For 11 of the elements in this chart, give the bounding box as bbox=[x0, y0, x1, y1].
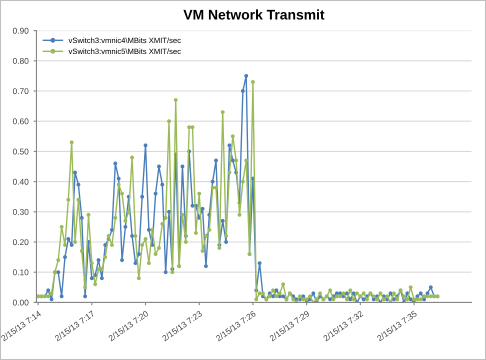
y-tick-label: 0.80 bbox=[12, 58, 28, 64]
y-tick-label: 0.00 bbox=[12, 300, 28, 306]
chart-title: VM Network Transmit bbox=[183, 9, 324, 20]
y-tick-label: 0.40 bbox=[12, 178, 28, 185]
y-tick-label: 0.10 bbox=[12, 269, 28, 276]
y-tick-label: 0.50 bbox=[12, 148, 28, 154]
y-tick-label: 0.30 bbox=[12, 209, 28, 215]
y-tick-label: 0.70 bbox=[12, 88, 28, 94]
y-tick-label: 0.20 bbox=[12, 239, 28, 246]
y-tick-label: 0.90 bbox=[12, 28, 28, 34]
y-tick-label: 0.60 bbox=[12, 118, 28, 124]
